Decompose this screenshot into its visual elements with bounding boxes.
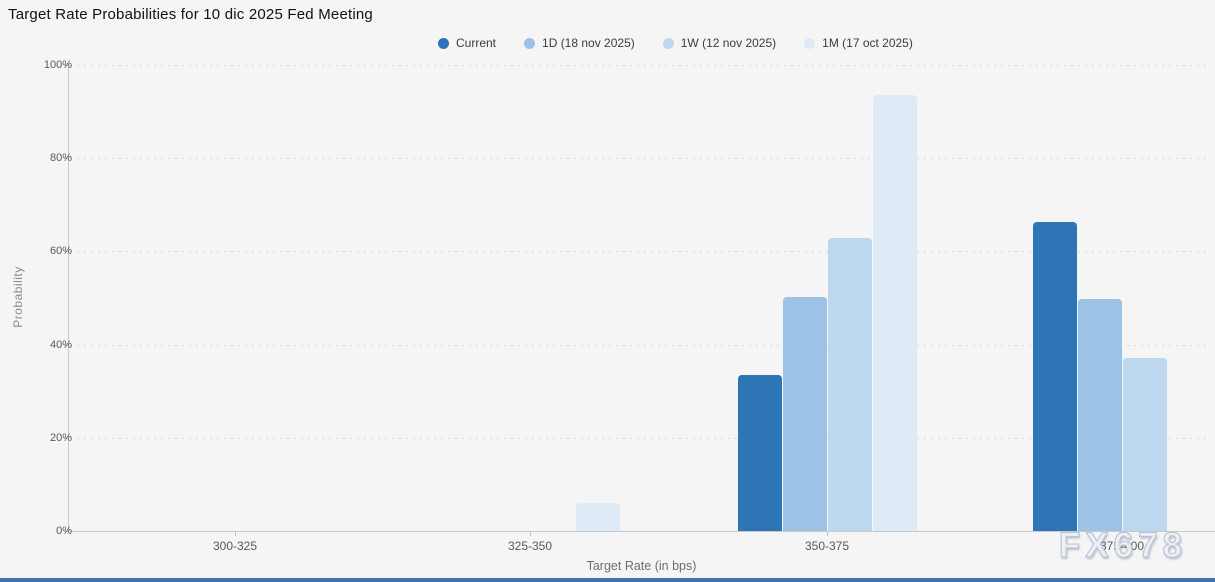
gridline-100% bbox=[70, 65, 1210, 66]
x-tick-mark bbox=[235, 531, 236, 536]
legend: Current 1D (18 nov 2025) 1W (12 nov 2025) 1… bbox=[438, 36, 913, 50]
y-tick-label: 100% bbox=[43, 59, 72, 71]
legend-item-1[interactable]: 1D (18 nov 2025) bbox=[524, 36, 635, 50]
bar-1w-375-400[interactable] bbox=[1123, 358, 1167, 531]
x-tick-mark bbox=[1122, 531, 1123, 536]
bottom-strip bbox=[0, 578, 1215, 582]
x-axis-title: Target Rate (in bps) bbox=[586, 559, 697, 573]
y-tick-label: 80% bbox=[49, 152, 72, 165]
y-tick-mark bbox=[64, 531, 68, 532]
y-axis-line bbox=[68, 65, 69, 531]
y-tick-label: 60% bbox=[49, 245, 72, 258]
legend-dot-icon bbox=[524, 37, 536, 49]
legend-item-3[interactable]: 1M (17 oct 2025) bbox=[804, 36, 913, 50]
legend-dot-icon bbox=[662, 37, 674, 49]
x-tick-label-300-325: 300-325 bbox=[212, 539, 258, 553]
y-tick-label: 20% bbox=[49, 431, 72, 444]
chart-title: Target Rate Probabilities for 10 dic 202… bbox=[8, 6, 373, 23]
legend-item-0[interactable]: Current bbox=[438, 36, 496, 50]
legend-dot-icon bbox=[804, 37, 816, 49]
legend-item-label: Current bbox=[456, 36, 497, 50]
gridline-60% bbox=[70, 251, 1210, 253]
y-tick-label: 40% bbox=[49, 338, 72, 351]
y-tick-label: 0% bbox=[56, 525, 72, 537]
x-axis-baseline bbox=[68, 531, 1215, 532]
bar-current-350-375[interactable] bbox=[738, 374, 782, 531]
bar-1m-325-350[interactable] bbox=[576, 502, 620, 531]
bar-1w-350-375[interactable] bbox=[828, 238, 872, 531]
x-tick-mark bbox=[530, 531, 531, 536]
legend-item-label: 1D (18 nov 2025) bbox=[542, 36, 635, 50]
y-tick-mark bbox=[64, 65, 68, 66]
x-tick-label-375-400: 375-400 bbox=[1099, 539, 1145, 553]
bar-1m-350-375[interactable] bbox=[873, 94, 917, 531]
x-tick-label-350-375: 350-375 bbox=[804, 539, 850, 553]
bar-1d-350-375[interactable] bbox=[783, 297, 827, 531]
legend-item-2[interactable]: 1W (12 nov 2025) bbox=[662, 36, 777, 50]
watermark: FX678 bbox=[1058, 525, 1187, 565]
y-tick-mark bbox=[64, 158, 68, 160]
y-tick-mark bbox=[64, 251, 68, 253]
gridline-80% bbox=[70, 158, 1210, 160]
gridline-40% bbox=[70, 344, 1210, 346]
bar-1d-375-400[interactable] bbox=[1078, 298, 1122, 531]
gridline-20% bbox=[70, 437, 1210, 439]
legend-item-label: 1W (12 nov 2025) bbox=[680, 36, 777, 50]
x-tick-label-325-350: 325-350 bbox=[507, 539, 553, 553]
legend-item-label: 1M (17 oct 2025) bbox=[822, 36, 913, 50]
legend-dot-icon bbox=[438, 37, 449, 49]
y-axis-title: Probability bbox=[11, 266, 25, 328]
x-tick-mark bbox=[827, 531, 828, 536]
y-tick-mark bbox=[64, 344, 68, 346]
bar-current-375-400[interactable] bbox=[1033, 221, 1077, 531]
y-tick-mark bbox=[64, 437, 68, 439]
